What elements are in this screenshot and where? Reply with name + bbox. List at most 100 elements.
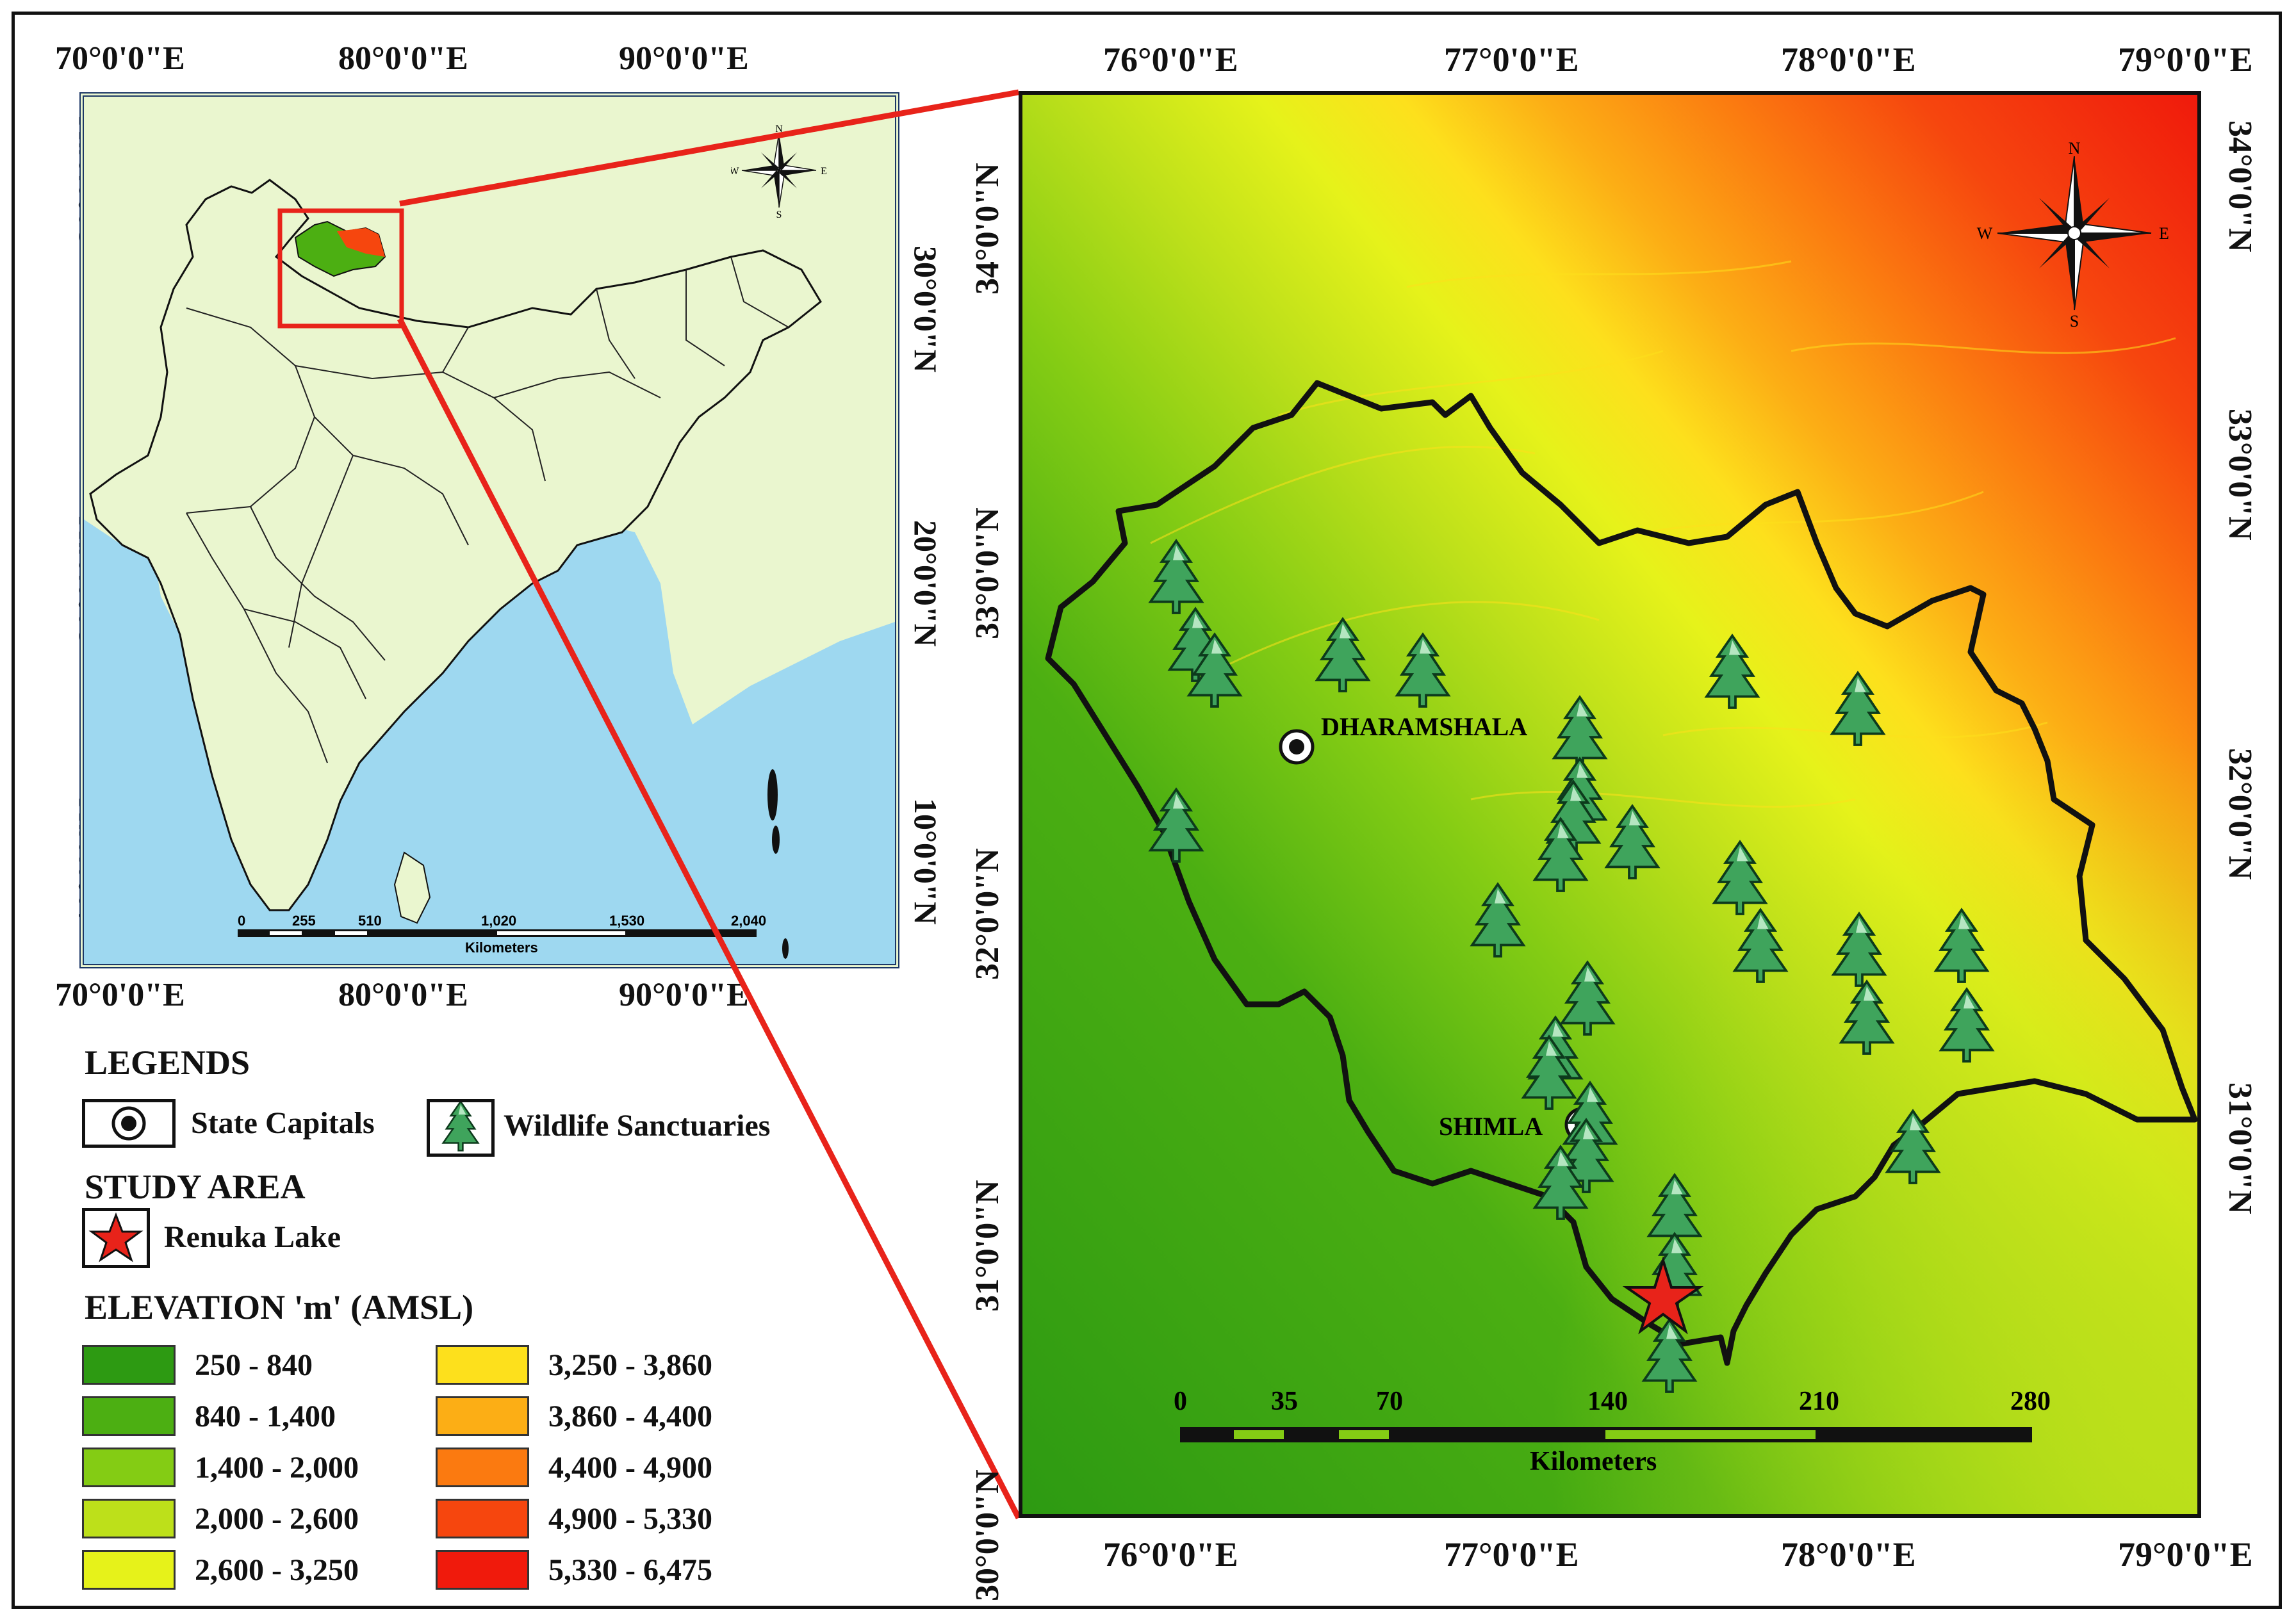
elevation-swatch bbox=[82, 1396, 176, 1436]
elevation-class-label: 2,000 - 2,600 bbox=[195, 1502, 359, 1536]
elevation-swatch bbox=[436, 1396, 529, 1436]
state-boundaries bbox=[186, 256, 789, 763]
sri-lanka bbox=[393, 851, 431, 924]
sanctuary-tree-icon bbox=[1704, 633, 1760, 709]
andaman-islands bbox=[767, 769, 789, 959]
elevation-class-label: 250 - 840 bbox=[195, 1348, 313, 1382]
scale-tick: 140 bbox=[1587, 1387, 1628, 1416]
india-map-svg bbox=[84, 179, 895, 964]
lat-label: 33°0'0"N bbox=[969, 507, 1006, 639]
wildlife-sanctuaries bbox=[1148, 539, 1995, 1393]
scale-tick: 210 bbox=[1799, 1387, 1839, 1416]
scale-tick: 35 bbox=[1271, 1387, 1298, 1416]
sanctuary-tree-icon bbox=[1315, 617, 1371, 692]
elevation-class-label: 3,250 - 3,860 bbox=[548, 1348, 712, 1382]
sanctuary-tree-icon bbox=[1148, 787, 1204, 863]
elevation-class-label: 3,860 - 4,400 bbox=[548, 1399, 712, 1433]
sanctuary-tree-icon bbox=[1148, 539, 1204, 614]
study-region-box bbox=[277, 208, 404, 329]
scale-tick: 280 bbox=[2010, 1387, 2051, 1416]
lon-label: 77°0'0"E bbox=[1444, 40, 1579, 79]
sanctuary-tree-icon bbox=[1712, 840, 1768, 915]
renuka-lake-label: Renuka Lake bbox=[164, 1220, 341, 1254]
elevation-swatch bbox=[436, 1345, 529, 1385]
scale-tick: 0 bbox=[238, 913, 246, 929]
place-label-dharamshala: DHARAMSHALA bbox=[1321, 712, 1527, 741]
sanctuary-tree-icon bbox=[1395, 632, 1451, 708]
lat-label: 32°0'0"N bbox=[2222, 748, 2258, 880]
himachal-elevation-map: DHARAMSHALA SHIMLA N S E W 0 3 bbox=[1019, 91, 2201, 1518]
sanctuary-tree-icon bbox=[1532, 1145, 1589, 1220]
sanctuary-tree-icon bbox=[1521, 1034, 1577, 1110]
sanctuary-tree-icon bbox=[1732, 908, 1789, 983]
scale-unit: Kilometers bbox=[1530, 1447, 1657, 1476]
lon-label: 70°0'0"E bbox=[55, 40, 185, 77]
scale-tick: 70 bbox=[1376, 1387, 1403, 1416]
elevation-title: ELEVATION 'm' (AMSL) bbox=[85, 1288, 474, 1326]
sanctuary-tree-icon bbox=[1470, 882, 1526, 958]
sanctuary-tree-icon bbox=[1939, 987, 1995, 1063]
legend-title: LEGENDS bbox=[85, 1043, 250, 1082]
state-capitals-label: State Capitals bbox=[191, 1106, 375, 1140]
elevation-class-label: 4,900 - 5,330 bbox=[548, 1502, 712, 1536]
state-capital-legend-icon bbox=[82, 1099, 176, 1148]
lon-label: 79°0'0"E bbox=[2118, 40, 2253, 79]
scale-unit: Kilometers bbox=[465, 940, 538, 956]
west-label: W bbox=[731, 166, 739, 177]
sanctuary-tree-icon bbox=[1933, 908, 1990, 983]
sanctuary-tree-icon bbox=[1186, 632, 1243, 708]
north-label: N bbox=[2069, 139, 2081, 158]
elevation-swatch bbox=[82, 1345, 176, 1385]
sanctuary-tree-icon bbox=[1641, 1317, 1698, 1393]
sanctuary-tree-icon bbox=[1839, 979, 1895, 1055]
figure-frame bbox=[12, 12, 2282, 1609]
elevation-class-label: 5,330 - 6,475 bbox=[548, 1553, 712, 1587]
lon-label: 79°0'0"E bbox=[2118, 1535, 2253, 1574]
sanctuary-tree-icon bbox=[1604, 804, 1660, 879]
north-arrow-icon: N S E W bbox=[1977, 139, 2169, 330]
himachal-boundary bbox=[1045, 380, 2197, 1366]
elevation-class-label: 1,400 - 2,000 bbox=[195, 1451, 359, 1485]
india-inset-map: N S E W 0 255 510 1,020 1,530 2,040 Kilo… bbox=[79, 92, 899, 968]
elevation-swatch bbox=[82, 1499, 176, 1538]
lon-label: 80°0'0"E bbox=[338, 977, 468, 1013]
lat-label: 31°0'0"N bbox=[2222, 1082, 2258, 1214]
lon-label: 90°0'0"E bbox=[619, 977, 749, 1013]
scale-tick: 510 bbox=[358, 913, 382, 929]
lon-label: 80°0'0"E bbox=[338, 40, 468, 77]
lat-label: 33°0'0"N bbox=[2222, 409, 2258, 541]
sanctuary-tree-icon bbox=[1830, 671, 1886, 746]
elevation-class-label: 4,400 - 4,900 bbox=[548, 1451, 712, 1485]
scale-tick: 2,040 bbox=[731, 913, 767, 929]
study-area-title: STUDY AREA bbox=[85, 1168, 306, 1206]
wildlife-sanctuaries-label: Wildlife Sanctuaries bbox=[504, 1109, 771, 1143]
lat-label: 34°0'0"N bbox=[2222, 120, 2258, 252]
himachal-high-elev bbox=[337, 228, 385, 257]
elevation-swatch bbox=[82, 1550, 176, 1590]
state-capital-dharamshala bbox=[1279, 729, 1315, 765]
lon-label: 78°0'0"E bbox=[1781, 40, 1916, 79]
sanctuary-tree-icon bbox=[1885, 1109, 1941, 1184]
main-scale-bar: 0 35 70 140 210 280 Kilometers bbox=[1174, 1387, 2051, 1478]
lon-label: 70°0'0"E bbox=[55, 977, 185, 1013]
north-arrow-icon: N S E W bbox=[731, 124, 827, 218]
lat-label: 31°0'0"N bbox=[969, 1180, 1006, 1312]
south-label: S bbox=[776, 209, 782, 218]
east-label: E bbox=[2159, 224, 2169, 243]
lon-label: 77°0'0"E bbox=[1444, 1535, 1579, 1574]
scale-tick: 0 bbox=[1174, 1387, 1187, 1416]
renuka-lake-star-icon bbox=[1622, 1256, 1704, 1335]
renuka-legend-icon bbox=[82, 1208, 150, 1268]
elevation-swatch bbox=[82, 1448, 176, 1487]
lon-label: 76°0'0"E bbox=[1103, 40, 1238, 79]
inset-scale-bar: 0 255 510 1,020 1,530 2,040 Kilometers bbox=[238, 913, 766, 956]
tree-legend-icon bbox=[427, 1099, 495, 1157]
lon-label: 76°0'0"E bbox=[1103, 1535, 1238, 1574]
elevation-class-label: 2,600 - 3,250 bbox=[195, 1553, 359, 1587]
elevation-class-label: 840 - 1,400 bbox=[195, 1399, 336, 1433]
sanctuary-tree-icon bbox=[1532, 817, 1589, 892]
elevation-raster: DHARAMSHALA SHIMLA N S E W bbox=[1022, 95, 2197, 1514]
elevation-swatch bbox=[436, 1448, 529, 1487]
lat-label: 30°0'0"N bbox=[969, 1469, 1006, 1601]
